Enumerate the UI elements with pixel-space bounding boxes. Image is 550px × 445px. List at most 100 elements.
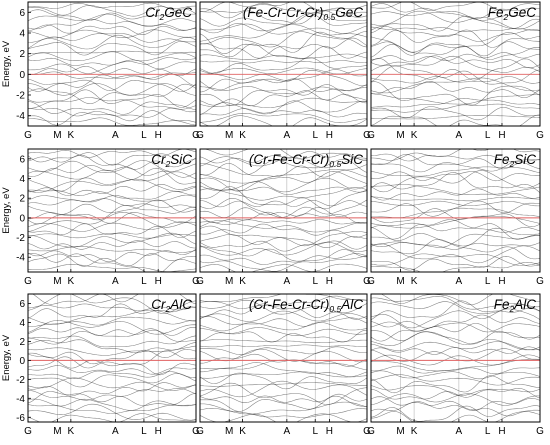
band-curve [28,83,196,96]
x-tick-label: G [536,130,544,141]
band-lines [28,2,196,126]
band-curve [200,241,367,256]
x-tick-label: L [485,130,491,141]
band-curve [371,171,540,182]
band-curve [28,57,196,66]
band-panel-5: G M K A L H G (Cr-Fe-Cr-Cr)0.5SiC [196,148,371,287]
x-tick-label: G [192,276,200,287]
band-curve [28,294,196,314]
band-curve [371,223,540,240]
band-curve [371,239,540,260]
band-curve [28,240,196,250]
panel-title: (Cr-Fe-Cr-Cr)0.5AlC [249,297,363,314]
band-curve [200,219,367,225]
panel-frame [370,148,541,273]
band-curve [371,341,540,351]
band-curve [200,346,367,355]
band-curve [371,200,540,207]
panel-frame [199,1,368,127]
band-curve [28,2,196,10]
band-curve [200,253,367,265]
band-curve [28,253,196,267]
band-curve [371,65,540,85]
band-curve [200,327,367,336]
y-axis-label: Energy, eV [1,334,12,381]
band-curve [28,71,196,79]
band-curve [28,382,196,397]
band-curve [200,220,367,233]
band-curve [371,358,540,372]
panel-title: Cr2SiC [151,152,192,169]
band-curve [28,89,196,108]
x-tick-label: A [284,130,291,141]
band-curve [200,186,367,210]
y-tick-label: -2 [16,233,25,244]
band-curve [28,232,196,248]
band-curve [200,2,367,18]
x-tick-label: L [312,276,318,287]
band-curve [28,178,196,193]
band-lines [28,294,196,422]
band-curve [28,345,196,356]
band-curve [371,374,540,386]
band-curve [200,294,367,303]
x-tick-label: K [411,276,418,287]
y-axis-label: Energy, eV [1,40,12,87]
band-curve [200,234,367,248]
x-tick-label: K [68,276,75,287]
band-curve [28,264,196,272]
x-tick-label: G [367,276,375,287]
y-tick-label: 0 [19,213,25,224]
band-curve [371,385,540,396]
y-tick-label: 0 [19,70,25,81]
band-curve [28,110,196,126]
band-curve [28,316,196,327]
band-curve [371,3,540,20]
x-tick-label: K [239,276,246,287]
x-tick-label: A [284,276,291,287]
band-curve [371,331,540,351]
band-lines [371,2,540,126]
band-curve [371,207,540,218]
x-tick-label: A [112,130,119,141]
panel-title: Fe2GeC [488,5,537,22]
band-curve [28,194,196,203]
band-curve [200,393,367,403]
x-tick-label: K [411,130,418,141]
band-curve [371,32,540,53]
band-curve [28,320,196,335]
band-curve [371,170,540,193]
band-curve [200,187,367,201]
panel-title: Fe2AlC [494,297,537,314]
band-curve [371,76,540,84]
band-panel-9: G M K A L H G Fe2AlC [367,293,544,437]
band-curve [28,152,196,166]
band-curve [371,233,540,248]
band-curve [371,55,540,73]
x-tick-label: M [225,130,233,141]
band-curve [28,13,196,27]
band-curve [200,372,367,390]
band-curve [371,388,540,400]
band-curve [200,207,367,218]
panel-frame [27,293,197,423]
band-curve [200,149,367,161]
band-curve [200,37,367,59]
y-axis-label: Energy, eV [1,187,12,234]
x-tick-label: M [53,426,61,437]
x-tick-label: A [456,276,463,287]
band-curve [28,335,196,348]
band-curve [200,177,367,193]
band-curve [28,339,196,354]
band-curve [28,327,196,336]
band-curve [28,303,196,311]
band-curve [28,24,196,35]
panel-frame [370,1,541,127]
band-curve [371,405,540,422]
band-curve [28,198,196,209]
band-curve [371,41,540,57]
band-curve [371,106,540,121]
band-curve [28,398,196,411]
band-curve [371,314,540,329]
x-tick-label: K [68,426,75,437]
